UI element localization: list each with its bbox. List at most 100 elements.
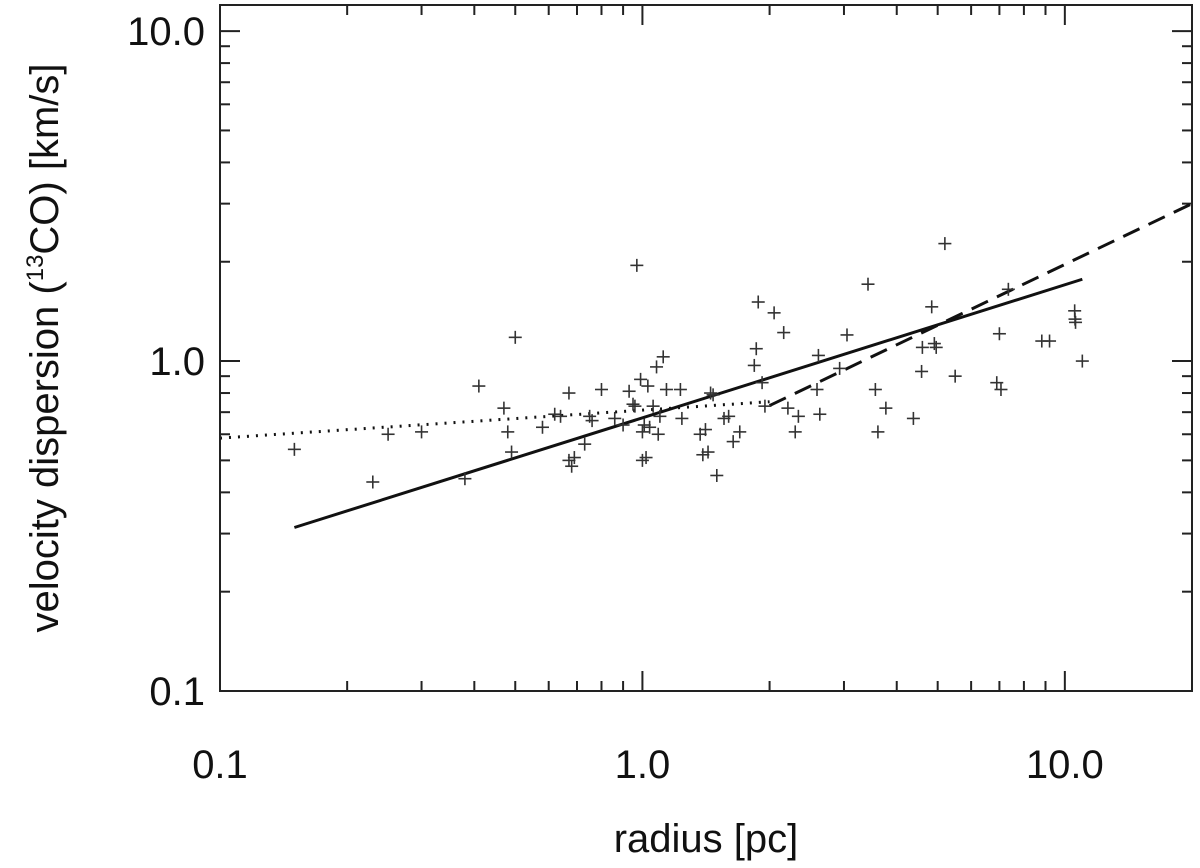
dashed-fit-line	[768, 202, 1193, 407]
y-tick-label: 10.0	[127, 10, 205, 54]
data-point	[813, 407, 827, 421]
data-point	[751, 295, 765, 309]
data-point	[929, 340, 943, 354]
tick-labels: 0.1 1.0 10.0 0.1 1.0 10.0	[127, 10, 1104, 787]
solid-fit-line	[293, 277, 1083, 529]
data-point	[630, 258, 644, 272]
data-point	[565, 459, 579, 473]
data-point	[635, 425, 649, 439]
data-point	[788, 425, 802, 439]
data-point	[472, 379, 486, 393]
data-point	[628, 399, 642, 413]
data-point	[906, 411, 920, 425]
data-point	[637, 418, 651, 432]
data-point	[639, 451, 653, 465]
x-axis-label: radius [pc]	[614, 817, 799, 861]
data-point	[938, 237, 952, 251]
y-tick-label: 1.0	[149, 340, 205, 384]
data-point	[861, 277, 875, 291]
dotted-fit-line	[219, 400, 770, 440]
y-tick-label: 0.1	[149, 670, 205, 714]
data-point	[868, 382, 882, 396]
data-point	[722, 409, 736, 423]
data-point	[501, 425, 515, 439]
data-point	[1043, 334, 1057, 348]
x-tick-label: 0.1	[192, 743, 248, 787]
y-axis-label-suffix: CO) [km/s]	[23, 63, 67, 254]
data-point	[925, 300, 939, 314]
data-point	[994, 382, 1008, 396]
data-point	[650, 360, 664, 374]
x-tick-label: 10.0	[1026, 743, 1104, 787]
y-axis-label-prefix: velocity dispersion (	[23, 281, 67, 633]
data-point	[366, 475, 380, 489]
data-point	[781, 401, 795, 415]
data-point	[381, 427, 395, 441]
data-point	[659, 382, 673, 396]
data-point	[608, 411, 622, 425]
data-point	[747, 358, 761, 372]
data-point	[1001, 282, 1015, 296]
data-point	[643, 420, 657, 434]
data-points	[287, 237, 1089, 489]
x-tick-label: 1.0	[615, 743, 671, 787]
data-point	[673, 382, 687, 396]
data-point	[733, 425, 747, 439]
plot-frame	[219, 4, 1193, 692]
data-point	[415, 425, 429, 439]
data-point	[948, 369, 962, 383]
data-point	[287, 442, 301, 456]
fit-lines	[219, 202, 1193, 529]
data-point	[696, 448, 710, 462]
data-point	[706, 388, 720, 402]
data-point	[840, 328, 854, 342]
data-point	[675, 411, 689, 425]
data-point	[616, 418, 630, 432]
data-point	[656, 350, 670, 364]
data-point	[704, 386, 718, 400]
data-point	[505, 445, 519, 459]
data-point	[653, 409, 667, 423]
data-point	[698, 423, 712, 437]
data-point	[749, 342, 763, 356]
data-point	[811, 348, 825, 362]
data-point	[992, 327, 1006, 341]
data-point	[567, 451, 581, 465]
data-point	[1075, 354, 1089, 368]
data-point	[508, 330, 522, 344]
data-point	[810, 382, 824, 396]
data-point	[641, 379, 655, 393]
data-point	[755, 376, 769, 390]
data-point	[915, 364, 929, 378]
data-point	[726, 435, 740, 449]
data-point	[626, 397, 640, 411]
data-point	[622, 384, 636, 398]
data-point	[701, 445, 715, 459]
data-point	[458, 472, 472, 486]
data-point	[833, 361, 847, 375]
data-point	[585, 414, 599, 428]
data-point	[758, 399, 772, 413]
data-point	[634, 372, 648, 386]
data-point	[990, 376, 1004, 390]
data-point	[767, 306, 781, 320]
data-point	[777, 326, 791, 340]
data-point	[710, 468, 724, 482]
data-point	[548, 407, 562, 421]
data-point	[646, 399, 660, 413]
data-point	[535, 420, 549, 434]
data-point	[651, 427, 665, 441]
data-point	[791, 409, 805, 423]
data-point	[497, 401, 511, 415]
data-point	[915, 340, 929, 354]
data-point	[635, 453, 649, 467]
y-axis-label: velocity dispersion (13CO) [km/s]	[22, 63, 67, 632]
data-point	[879, 401, 893, 415]
data-point	[554, 409, 568, 423]
data-point	[594, 382, 608, 396]
data-point	[562, 453, 576, 467]
data-point	[1069, 315, 1083, 329]
axis-ticks	[219, 5, 1193, 692]
data-point	[871, 425, 885, 439]
